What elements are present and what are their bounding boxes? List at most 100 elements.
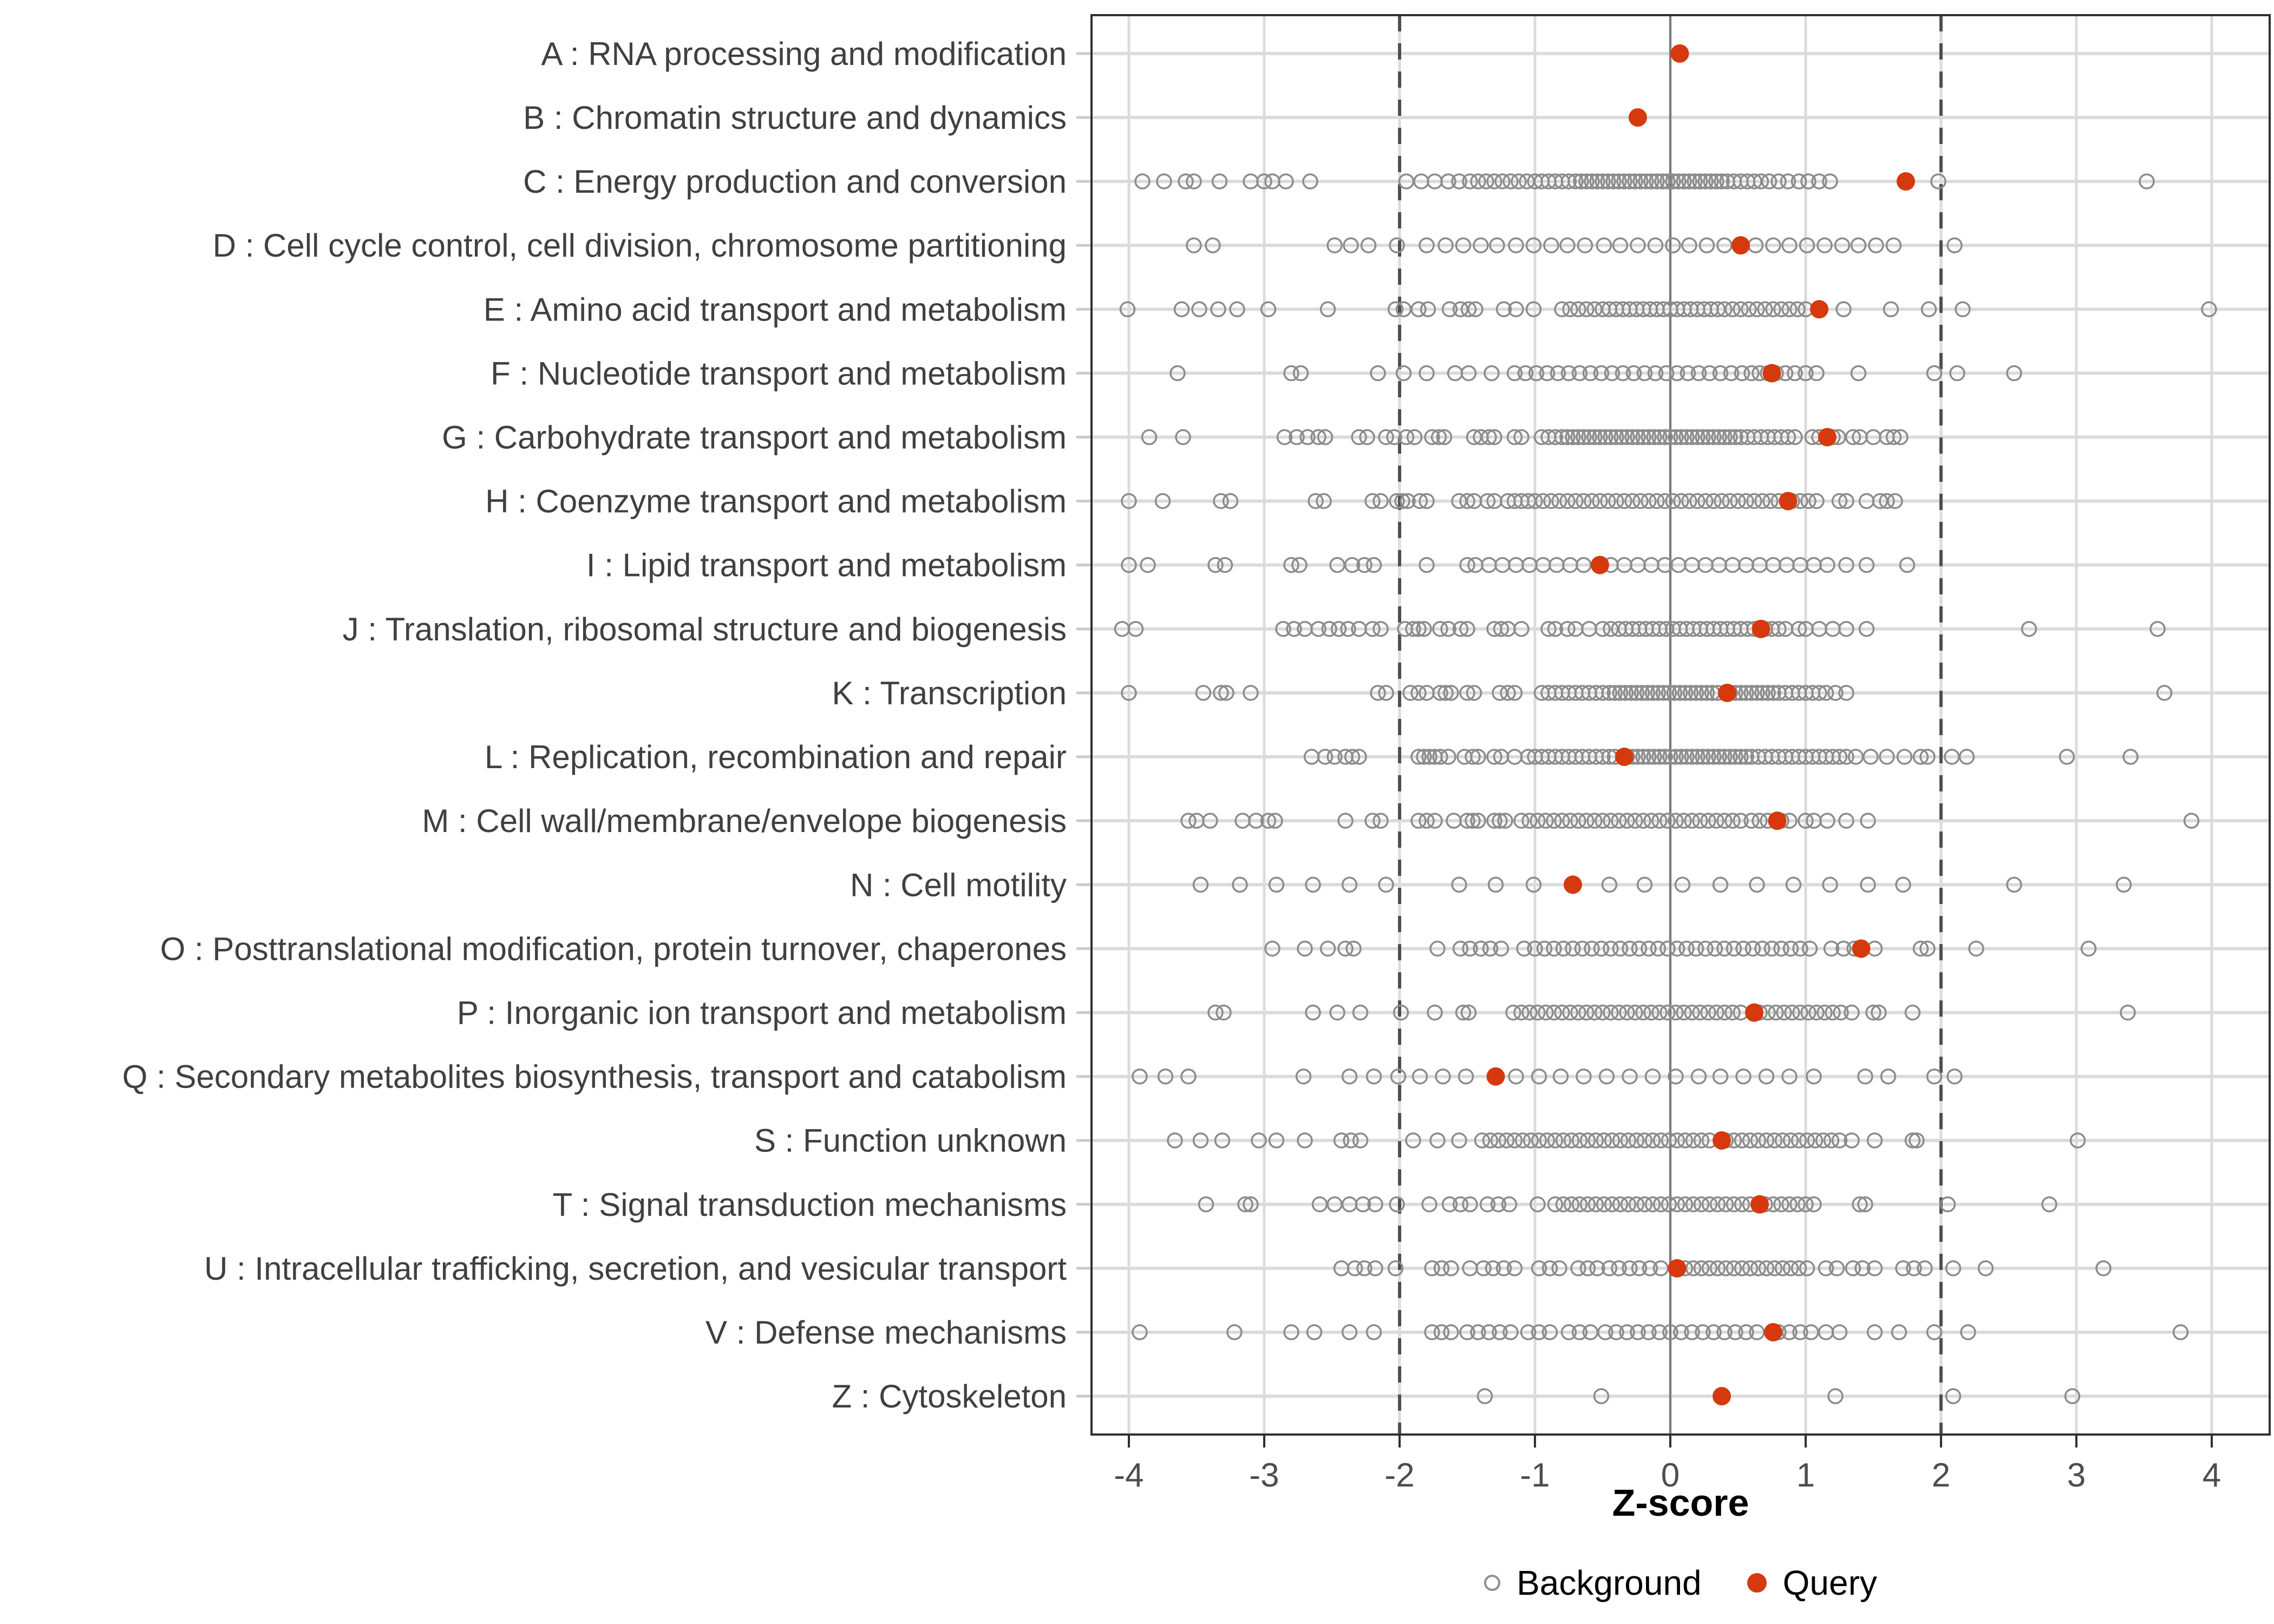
query-point-P — [1745, 1003, 1763, 1022]
background-point — [1595, 813, 1611, 829]
background-point — [1134, 173, 1151, 189]
background-point — [1669, 1196, 1685, 1213]
background-point — [2080, 940, 2097, 957]
background-point — [1644, 1132, 1661, 1149]
background-point — [1373, 621, 1389, 637]
background-point — [1229, 301, 1245, 318]
background-point — [1226, 1324, 1243, 1340]
background-point — [1424, 1324, 1440, 1340]
background-point — [1390, 1068, 1407, 1085]
background-point — [1887, 493, 1903, 509]
background-point — [1474, 1132, 1491, 1149]
background-point — [1920, 301, 1937, 318]
background-point — [1858, 621, 1875, 637]
background-point — [1525, 301, 1542, 318]
legend-query-marker-icon — [1747, 1573, 1767, 1593]
background-point — [1754, 685, 1770, 701]
background-point — [1708, 173, 1724, 189]
background-point — [1765, 237, 1781, 253]
background-point — [1945, 1260, 1962, 1276]
y-axis-label-A: A : RNA processing and modification — [541, 36, 1067, 72]
background-point — [1567, 493, 1584, 509]
background-point — [1791, 1260, 1807, 1276]
background-point — [1451, 1132, 1467, 1149]
background-point — [1608, 1324, 1624, 1340]
background-point — [1838, 813, 1854, 829]
background-point — [1560, 173, 1577, 189]
background-point — [1791, 621, 1807, 637]
background-point — [1823, 940, 1840, 957]
background-point — [1784, 1004, 1800, 1021]
background-point — [1695, 429, 1711, 446]
background-point — [1641, 429, 1657, 446]
background-point — [1611, 813, 1627, 829]
background-point — [1502, 173, 1519, 189]
background-point — [1808, 365, 1825, 382]
background-point — [1419, 493, 1435, 509]
background-point — [1470, 1324, 1486, 1340]
y-axis-label-S: S : Function unknown — [754, 1123, 1067, 1159]
background-point — [1570, 429, 1586, 446]
y-axis-label-H: H : Coenzyme transport and metabolism — [485, 483, 1067, 520]
background-point — [1945, 1388, 1962, 1404]
background-point — [1410, 621, 1427, 637]
background-point — [1698, 685, 1715, 701]
background-point — [1697, 173, 1714, 189]
background-point — [1727, 429, 1743, 446]
background-point — [1816, 237, 1833, 253]
background-point — [1156, 173, 1172, 189]
y-axis-label-U: U : Intracellular trafficking, secretion… — [204, 1250, 1067, 1287]
background-point — [1628, 685, 1645, 701]
background-point — [1513, 429, 1530, 446]
background-point — [1482, 940, 1499, 957]
background-point — [1576, 429, 1592, 446]
background-point — [1604, 365, 1620, 382]
background-point — [1430, 429, 1447, 446]
background-point — [1622, 1260, 1638, 1276]
background-point — [1801, 940, 1818, 957]
background-point — [1657, 749, 1673, 765]
background-point — [1432, 621, 1448, 637]
background-point — [1716, 1324, 1733, 1340]
background-point — [1459, 621, 1475, 637]
background-point — [1701, 365, 1718, 382]
background-point — [1571, 365, 1588, 382]
background-point — [1612, 237, 1629, 253]
background-point — [1706, 429, 1722, 446]
background-point — [1651, 429, 1668, 446]
background-point — [1305, 1004, 1321, 1021]
background-point — [1724, 1004, 1741, 1021]
background-point — [1493, 621, 1510, 637]
background-point — [1706, 493, 1722, 509]
background-point — [1676, 1004, 1692, 1021]
background-point — [1644, 1068, 1661, 1085]
background-point — [1917, 1260, 1933, 1276]
background-point — [1635, 749, 1651, 765]
background-point — [1167, 1132, 1183, 1149]
background-point — [1661, 1132, 1677, 1149]
background-point — [1141, 429, 1158, 446]
legend-background-label: Background — [1517, 1563, 1702, 1602]
background-point — [1555, 940, 1572, 957]
background-point — [1317, 749, 1334, 765]
background-point — [1904, 1004, 1921, 1021]
background-point — [1460, 301, 1477, 318]
x-tick-label-0: 0 — [1661, 1457, 1680, 1494]
background-point — [1598, 1068, 1615, 1085]
x-tick-label-3: 3 — [2067, 1457, 2086, 1494]
background-point — [1351, 429, 1367, 446]
background-point — [1711, 749, 1727, 765]
query-point-D — [1731, 236, 1750, 255]
background-point — [1709, 1196, 1726, 1213]
background-point — [1659, 1004, 1676, 1021]
query-point-Q — [1486, 1067, 1505, 1086]
background-point — [1547, 1132, 1564, 1149]
background-point — [1845, 429, 1861, 446]
background-point — [1673, 1324, 1689, 1340]
legend: Background Query — [1092, 1561, 2270, 1605]
background-point — [1218, 685, 1234, 701]
background-point — [1636, 365, 1653, 382]
background-point — [1773, 1196, 1789, 1213]
background-point — [1960, 1324, 1976, 1340]
